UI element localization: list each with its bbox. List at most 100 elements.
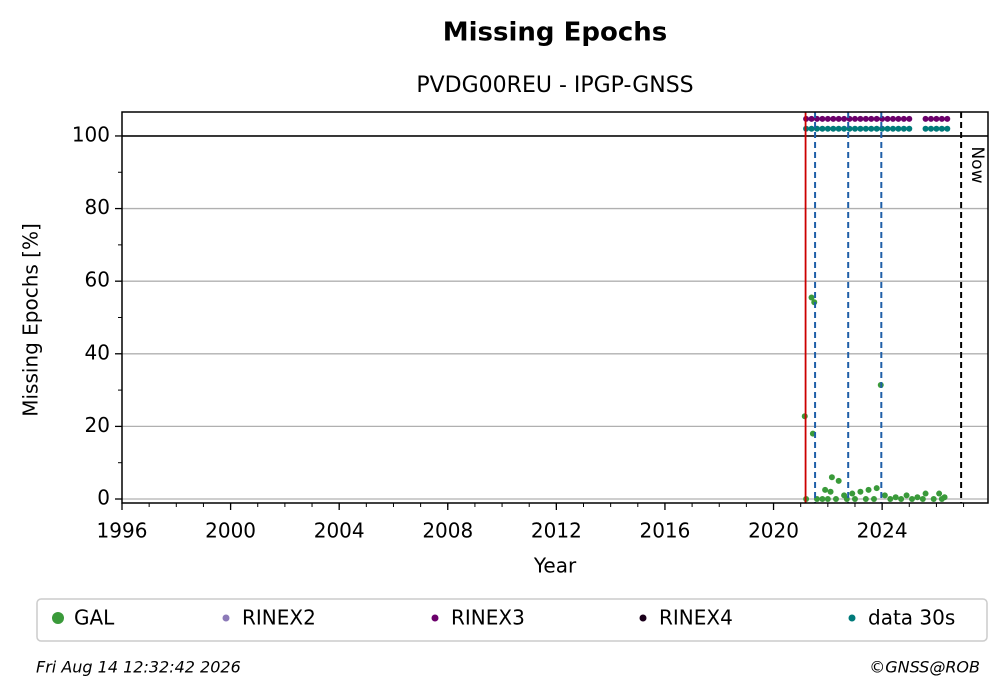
- point: [830, 115, 837, 122]
- point: [868, 125, 875, 132]
- x-tick-label: 2012: [531, 519, 582, 543]
- point: [919, 496, 926, 503]
- chart-title: Missing Epochs: [443, 18, 667, 48]
- x-tick-label: 2024: [857, 519, 908, 543]
- y-tick-label: 40: [85, 340, 110, 364]
- point: [868, 115, 875, 122]
- point: [862, 496, 869, 503]
- legend-marker: [639, 614, 647, 622]
- now-label: Now: [967, 146, 987, 183]
- point: [944, 125, 951, 132]
- point: [927, 115, 934, 122]
- point: [841, 115, 848, 122]
- point: [938, 125, 945, 132]
- point: [892, 494, 899, 501]
- point: [895, 125, 902, 132]
- point: [881, 492, 888, 499]
- point: [862, 115, 869, 122]
- chart-subtitle: PVDG00REU - IPGP-GNSS: [416, 73, 693, 98]
- point: [851, 125, 858, 132]
- point: [922, 115, 929, 122]
- point: [870, 496, 877, 503]
- x-tick-label: 2016: [639, 519, 690, 543]
- point: [900, 115, 907, 122]
- point: [824, 496, 831, 503]
- legend-marker: [431, 614, 439, 622]
- x-tick-label: 2004: [314, 519, 365, 543]
- point: [824, 115, 831, 122]
- legend-marker: [848, 614, 856, 622]
- point: [889, 115, 896, 122]
- point: [922, 490, 929, 497]
- x-tick-label: 1996: [97, 519, 148, 543]
- footer-credit: ©GNSS@ROB: [869, 658, 980, 677]
- y-tick-label: 0: [97, 486, 110, 510]
- point: [884, 125, 891, 132]
- point: [830, 125, 837, 132]
- x-tick-label: 2000: [205, 519, 256, 543]
- point: [827, 488, 834, 495]
- point: [824, 125, 831, 132]
- point: [873, 125, 880, 132]
- point: [822, 486, 829, 493]
- point: [889, 125, 896, 132]
- point: [938, 496, 945, 503]
- point: [808, 125, 815, 132]
- point: [808, 115, 815, 122]
- point: [906, 125, 913, 132]
- legend-label: RINEX3: [451, 606, 525, 630]
- x-axis-label: Year: [533, 554, 577, 578]
- point: [841, 125, 848, 132]
- point: [849, 490, 856, 497]
- legend-marker: [52, 612, 64, 624]
- point: [857, 488, 864, 495]
- point: [938, 115, 945, 122]
- legend-label: RINEX2: [242, 606, 316, 630]
- point: [933, 125, 940, 132]
- point: [819, 496, 826, 503]
- point: [865, 486, 872, 493]
- point: [903, 492, 910, 499]
- point: [851, 115, 858, 122]
- legend-box: [36, 598, 988, 642]
- legend-label: GAL: [74, 606, 115, 630]
- point: [832, 496, 839, 503]
- point: [873, 115, 880, 122]
- point: [944, 115, 951, 122]
- y-tick-label: 80: [85, 195, 110, 219]
- point: [908, 496, 915, 503]
- point: [835, 125, 842, 132]
- point: [835, 477, 842, 484]
- point: [851, 496, 858, 503]
- point: [936, 490, 943, 497]
- x-tick-label: 2020: [748, 519, 799, 543]
- point: [922, 125, 929, 132]
- point: [887, 496, 894, 503]
- point: [828, 474, 835, 481]
- footer-date: Fri Aug 14 12:32:42 2026: [36, 658, 241, 677]
- point: [906, 115, 913, 122]
- point: [933, 115, 940, 122]
- point: [898, 496, 905, 503]
- point: [914, 494, 921, 501]
- point: [819, 115, 826, 122]
- point: [873, 485, 880, 492]
- y-axis-label: Missing Epochs [%]: [19, 223, 43, 417]
- y-tick-label: 100: [72, 122, 110, 146]
- point: [895, 115, 902, 122]
- point: [857, 125, 864, 132]
- point: [862, 125, 869, 132]
- legend-label: RINEX4: [659, 606, 733, 630]
- point: [835, 115, 842, 122]
- point: [857, 115, 864, 122]
- y-tick-label: 60: [85, 268, 110, 292]
- point: [808, 294, 815, 301]
- point: [927, 125, 934, 132]
- point: [819, 125, 826, 132]
- x-tick-label: 2008: [422, 519, 473, 543]
- point: [930, 496, 937, 503]
- legend-label: data 30s: [868, 606, 955, 630]
- plot-frame: [121, 111, 989, 504]
- legend-marker: [222, 614, 230, 622]
